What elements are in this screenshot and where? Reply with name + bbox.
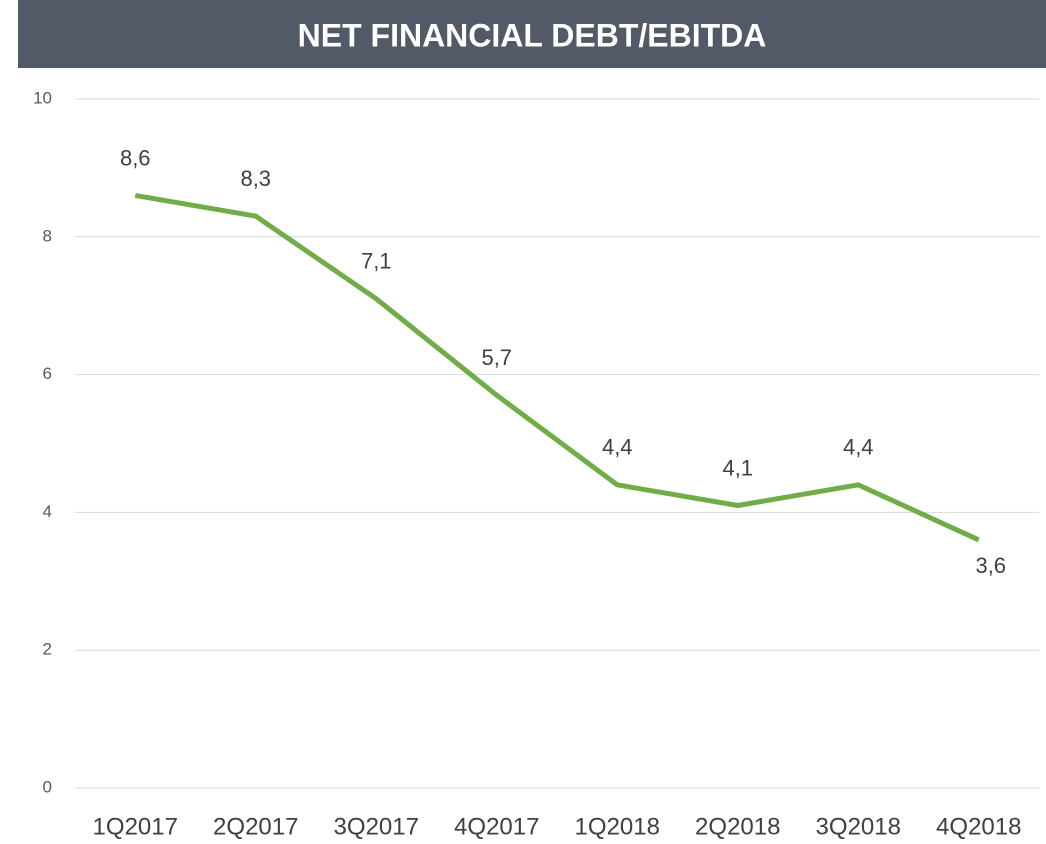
y-tick-label: 6 xyxy=(43,364,52,383)
x-tick-label: 1Q2018 xyxy=(575,813,660,840)
x-tick-label: 2Q2018 xyxy=(695,813,780,840)
line xyxy=(134,192,980,543)
y-tick-label: 10 xyxy=(33,88,52,107)
x-tick-label: 3Q2018 xyxy=(816,813,901,840)
data-label: 8,3 xyxy=(240,166,271,191)
data-label: 4,1 xyxy=(722,455,753,480)
x-tick-label: 2Q2017 xyxy=(213,813,298,840)
data-label: 4,4 xyxy=(602,435,633,460)
y-tick-label: 0 xyxy=(43,777,52,796)
chart-title: NET FINANCIAL DEBT/EBITDA xyxy=(298,17,767,53)
y-tick-label: 8 xyxy=(43,226,52,245)
x-tick-label: 4Q2017 xyxy=(454,813,539,840)
y-tick-label: 2 xyxy=(43,640,52,659)
title-banner xyxy=(18,0,1046,68)
data-label: 5,7 xyxy=(481,345,512,370)
y-tick-label: 4 xyxy=(43,502,52,521)
data-label: 4,4 xyxy=(843,435,874,460)
x-tick-label: 3Q2017 xyxy=(334,813,419,840)
data-label: 7,1 xyxy=(361,249,392,274)
data-label: 8,6 xyxy=(120,145,151,170)
x-tick-label: 4Q2018 xyxy=(936,813,1021,840)
data-label: 3,6 xyxy=(975,553,1006,578)
x-tick-label: 1Q2017 xyxy=(93,813,178,840)
